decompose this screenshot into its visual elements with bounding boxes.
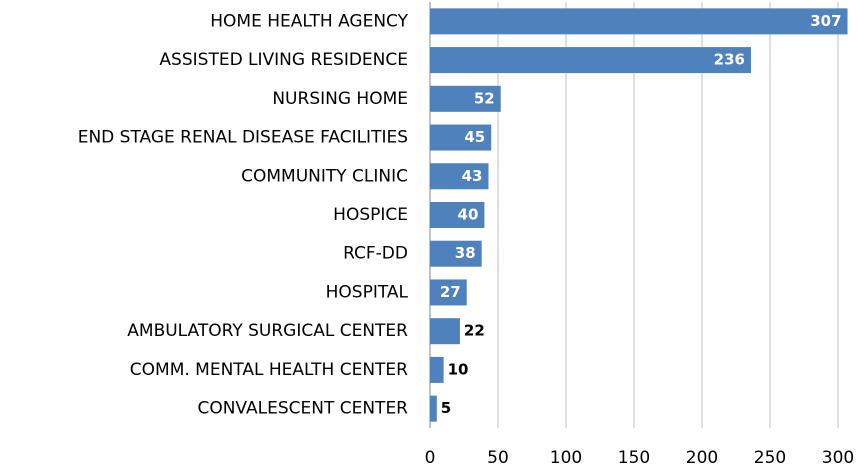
value-label: 307 — [810, 12, 841, 30]
value-label: 40 — [458, 206, 479, 224]
y-tick-label: COMM. MENTAL HEALTH CENTER — [130, 360, 408, 380]
y-tick-label: NURSING HOME — [272, 89, 408, 109]
y-tick-label: ASSISTED LIVING RESIDENCE — [159, 50, 408, 70]
x-tick-label: 100 — [550, 448, 582, 468]
bar — [430, 202, 485, 228]
y-tick-label: RCF-DD — [343, 244, 408, 264]
value-label: 10 — [448, 360, 469, 378]
y-tick-label: END STAGE RENAL DISEASE FACILITIES — [78, 128, 408, 148]
bar — [430, 356, 444, 383]
x-tick-label: 200 — [686, 448, 718, 468]
bar — [430, 318, 460, 345]
y-tick-label: HOSPITAL — [326, 282, 409, 302]
y-tick-label: AMBULATORY SURGICAL CENTER — [127, 321, 408, 341]
y-tick-label: HOSPICE — [333, 205, 408, 225]
bar — [430, 47, 751, 74]
x-tick-label: 150 — [618, 448, 650, 468]
x-tick-label: 250 — [754, 448, 786, 468]
bar — [430, 240, 482, 267]
y-tick-label: HOME HEALTH AGENCY — [210, 11, 408, 31]
value-label: 38 — [455, 244, 476, 262]
bar — [430, 124, 492, 151]
bar — [430, 85, 501, 112]
y-tick-label: CONVALESCENT CENTER — [197, 399, 408, 419]
value-label: 27 — [440, 283, 461, 301]
value-label: 52 — [474, 89, 495, 107]
y-tick-label: COMMUNITY CLINIC — [241, 166, 408, 186]
value-label: 22 — [464, 322, 485, 340]
bar — [430, 8, 848, 35]
bar — [430, 395, 437, 422]
bar — [430, 279, 467, 306]
x-tick-label: 0 — [425, 448, 436, 468]
x-tick-label: 50 — [487, 448, 509, 468]
value-label: 45 — [464, 128, 485, 146]
value-label: 43 — [462, 167, 483, 185]
value-label: 5 — [441, 399, 451, 417]
x-tick-label: 300 — [822, 448, 854, 468]
value-label: 236 — [714, 51, 745, 69]
bar — [430, 163, 489, 190]
